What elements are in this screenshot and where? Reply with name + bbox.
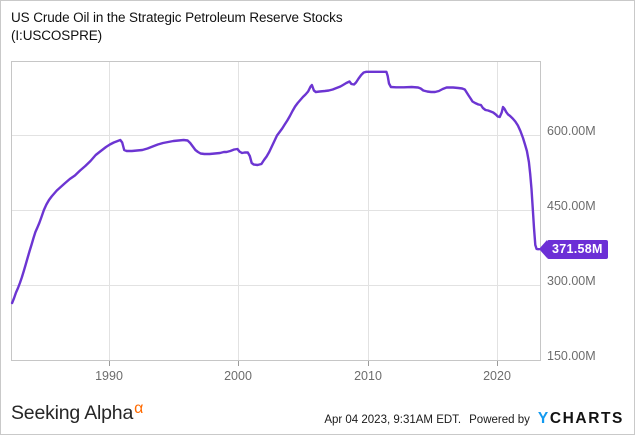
timestamp: Apr 04 2023, 9:31AM EDT. [324,414,462,426]
y-axis-label: 300.00M [547,274,596,288]
v-gridline [367,62,369,360]
seeking-alpha-logo[interactable]: Seeking Alphaα [11,400,144,425]
x-axis-label: 2010 [354,369,382,383]
x-axis-label: 2020 [483,369,511,383]
series-line [10,70,541,305]
h-gridline [12,285,540,286]
v-gridline [238,62,240,360]
v-gridline [497,62,499,360]
v-gridline [108,62,110,360]
powered-by-label: Powered by [469,414,530,426]
h-gridline [12,210,540,211]
y-axis-label: 150.00M [547,349,596,363]
x-axis-tick [109,361,110,366]
chart-title: US Crude Oil in the Strategic Petroleum … [11,9,343,45]
chart-title-line2: (I:USCOSPRE) [11,28,103,43]
seeking-alpha-text: Seeking Alpha [11,402,134,424]
y-axis-label: 450.00M [547,199,596,213]
x-axis-label: 2000 [224,369,252,383]
last-value-label: 371.58M [547,240,608,259]
ycharts-rest-letters: CHARTS [549,410,624,427]
x-axis-tick [368,361,369,366]
footer-attribution: Apr 04 2023, 9:31AM EDT. Powered by YCHA… [324,410,624,428]
tag-arrow-icon [539,240,547,258]
x-axis-label: 1990 [95,369,123,383]
plot-area[interactable] [10,61,541,361]
last-value-tag: 371.58M [539,240,608,259]
x-axis-tick [497,361,498,366]
ycharts-logo[interactable]: YCHARTS [538,410,624,428]
ycharts-y-letter: Y [537,410,550,427]
series-svg [10,70,541,305]
y-axis-label: 600.00M [547,124,596,138]
chart-title-line1: US Crude Oil in the Strategic Petroleum … [11,10,343,25]
x-axis-tick [238,361,239,366]
alpha-icon: α [134,400,144,417]
